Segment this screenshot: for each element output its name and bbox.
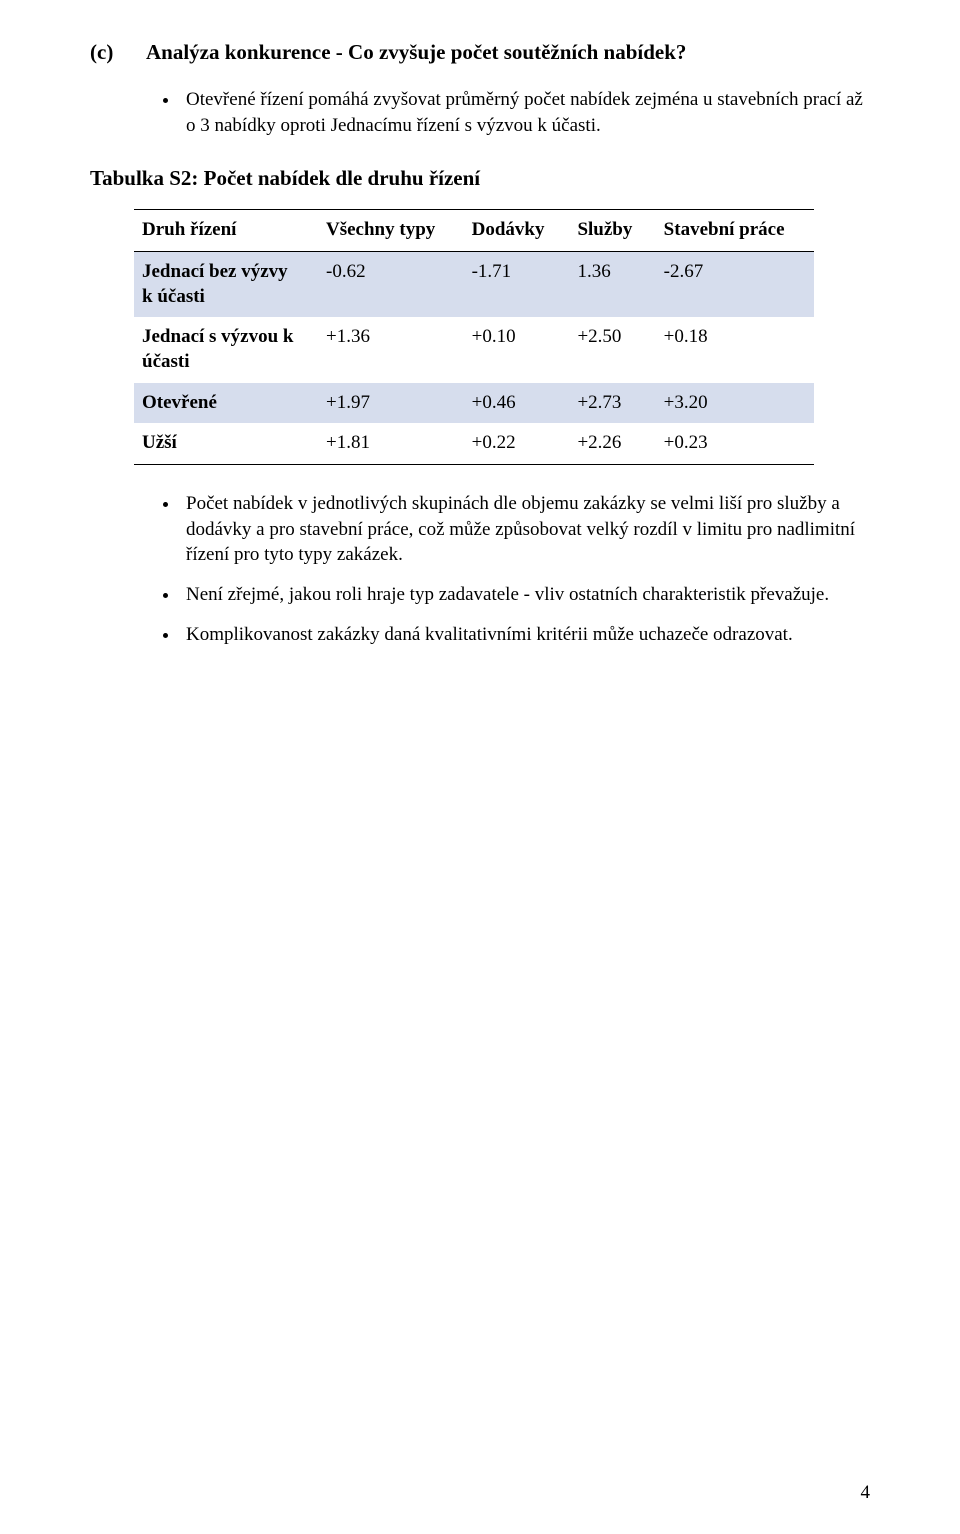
table-cell: -0.62 <box>318 251 464 317</box>
table-cell: +2.50 <box>569 317 655 382</box>
table-header-cell: Služby <box>569 210 655 252</box>
table-header-row: Druh řízení Všechny typy Dodávky Služby … <box>134 210 814 252</box>
table-row: Jednací bez výzvy k účasti -0.62 -1.71 1… <box>134 251 814 317</box>
table-cell: +0.10 <box>464 317 570 382</box>
table-header-cell: Stavební práce <box>656 210 814 252</box>
table-cell-label: Jednací bez výzvy k účasti <box>134 251 318 317</box>
table-cell: +2.73 <box>569 383 655 424</box>
section-title: Analýza konkurence - Co zvyšuje počet so… <box>146 40 686 65</box>
table-cell-label: Otevřené <box>134 383 318 424</box>
page-number: 4 <box>861 1482 871 1504</box>
table-cell: +2.26 <box>569 423 655 464</box>
table-cell: +3.20 <box>656 383 814 424</box>
table-cell: +1.97 <box>318 383 464 424</box>
table-header-cell: Druh řízení <box>134 210 318 252</box>
table-row: Otevřené +1.97 +0.46 +2.73 +3.20 <box>134 383 814 424</box>
table-cell: +0.18 <box>656 317 814 382</box>
list-item: Počet nabídek v jednotlivých skupinách d… <box>180 491 870 568</box>
table-cell: +0.23 <box>656 423 814 464</box>
table-cell: +1.81 <box>318 423 464 464</box>
section-marker: (c) <box>90 40 146 65</box>
data-table: Druh řízení Všechny typy Dodávky Služby … <box>134 209 814 465</box>
bullet-list-top: Otevřené řízení pomáhá zvyšovat průměrný… <box>90 87 870 138</box>
list-item: Není zřejmé, jakou roli hraje typ zadava… <box>180 582 870 608</box>
list-item: Otevřené řízení pomáhá zvyšovat průměrný… <box>180 87 870 138</box>
table-row: Užší +1.81 +0.22 +2.26 +0.23 <box>134 423 814 464</box>
table-cell-label: Jednací s výzvou k účasti <box>134 317 318 382</box>
document-page: (c) Analýza konkurence - Co zvyšuje poče… <box>0 0 960 1534</box>
list-item: Komplikovanost zakázky daná kvalitativní… <box>180 622 870 648</box>
table-cell: +1.36 <box>318 317 464 382</box>
table-cell: 1.36 <box>569 251 655 317</box>
table-cell: -1.71 <box>464 251 570 317</box>
table-header-cell: Dodávky <box>464 210 570 252</box>
table-header-cell: Všechny typy <box>318 210 464 252</box>
table-cell: +0.46 <box>464 383 570 424</box>
table-cell: -2.67 <box>656 251 814 317</box>
section-header: (c) Analýza konkurence - Co zvyšuje poče… <box>90 40 870 65</box>
table-title: Tabulka S2: Počet nabídek dle druhu říze… <box>90 166 870 191</box>
table-cell-label: Užší <box>134 423 318 464</box>
bullet-list-bottom: Počet nabídek v jednotlivých skupinách d… <box>90 491 870 647</box>
table-row: Jednací s výzvou k účasti +1.36 +0.10 +2… <box>134 317 814 382</box>
table-cell: +0.22 <box>464 423 570 464</box>
